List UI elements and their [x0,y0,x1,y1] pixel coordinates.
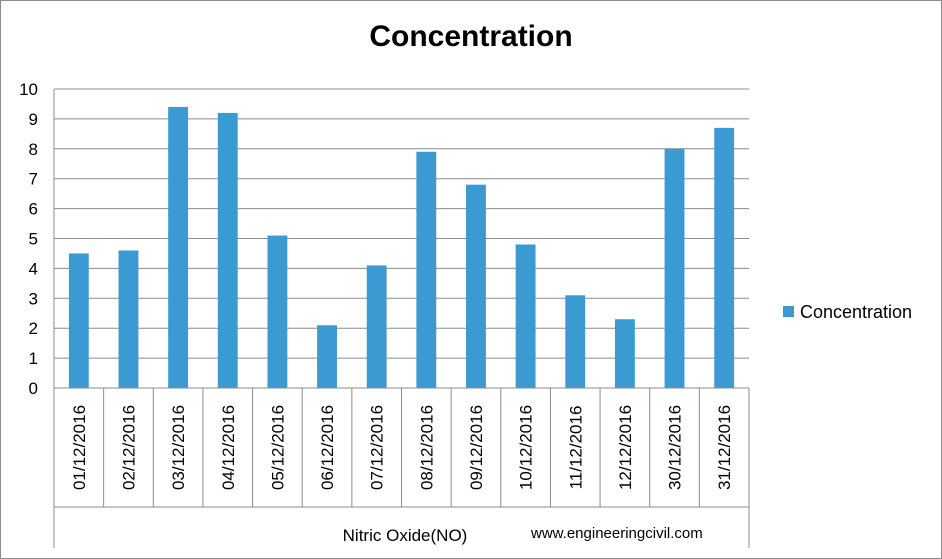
x-tick-label: 05/12/2016 [268,405,287,490]
x-tick-label: 12/12/2016 [616,405,635,490]
category-group-label: Nitric Oxide(NO) [343,526,468,545]
bar [217,112,238,389]
x-tick-label: 07/12/2016 [368,405,387,490]
bar [416,151,437,388]
bar [466,184,486,388]
y-tick-label: 7 [29,170,38,189]
bar [168,106,189,388]
bar [515,244,536,388]
bar [565,295,586,388]
bar [118,250,139,388]
watermark: www.engineeringcivil.com [531,525,703,542]
y-tick-label: 2 [29,319,38,338]
legend-swatch [783,306,794,317]
x-tick-label: 04/12/2016 [219,405,238,490]
bar [664,148,685,388]
x-tick-label: 08/12/2016 [417,405,436,490]
y-tick-labels: 0 1 2 3 4 5 6 7 8 9 10 [19,80,38,398]
bar [317,325,337,388]
bar [366,265,387,388]
x-tick-label: 01/12/2016 [70,405,89,490]
x-tick-label: 09/12/2016 [467,405,486,490]
y-tick-label: 9 [29,110,38,129]
x-tick-label: 30/12/2016 [666,405,685,490]
x-tick-label: 06/12/2016 [318,405,337,490]
y-tick-label: 4 [29,259,38,278]
x-tick-label: 02/12/2016 [119,405,138,490]
x-tick-label: 11/12/2016 [566,406,585,490]
bars [68,106,735,389]
y-tick-label: 8 [29,140,38,159]
y-tick-label: 0 [29,379,38,398]
y-tick-label: 6 [29,200,38,219]
y-tick-label: 10 [19,80,38,99]
gridlines [54,88,749,359]
x-tick-labels: 01/12/2016 02/12/2016 03/12/2016 04/12/2016… [70,405,734,545]
chart-title: Concentration [369,20,573,53]
axes [53,89,750,548]
y-tick-label: 5 [29,230,38,249]
legend: Concentration [783,302,912,322]
legend-label: Concentration [800,302,912,322]
bar [614,319,635,388]
x-tick-label: 03/12/2016 [169,405,188,490]
y-tick-label: 3 [29,289,38,308]
x-tick-label: 31/12/2016 [715,405,734,490]
bar [714,127,735,389]
bar [68,253,89,388]
y-tick-label: 1 [29,349,38,368]
bar [267,235,288,388]
x-tick-label: 10/12/2016 [517,405,536,490]
